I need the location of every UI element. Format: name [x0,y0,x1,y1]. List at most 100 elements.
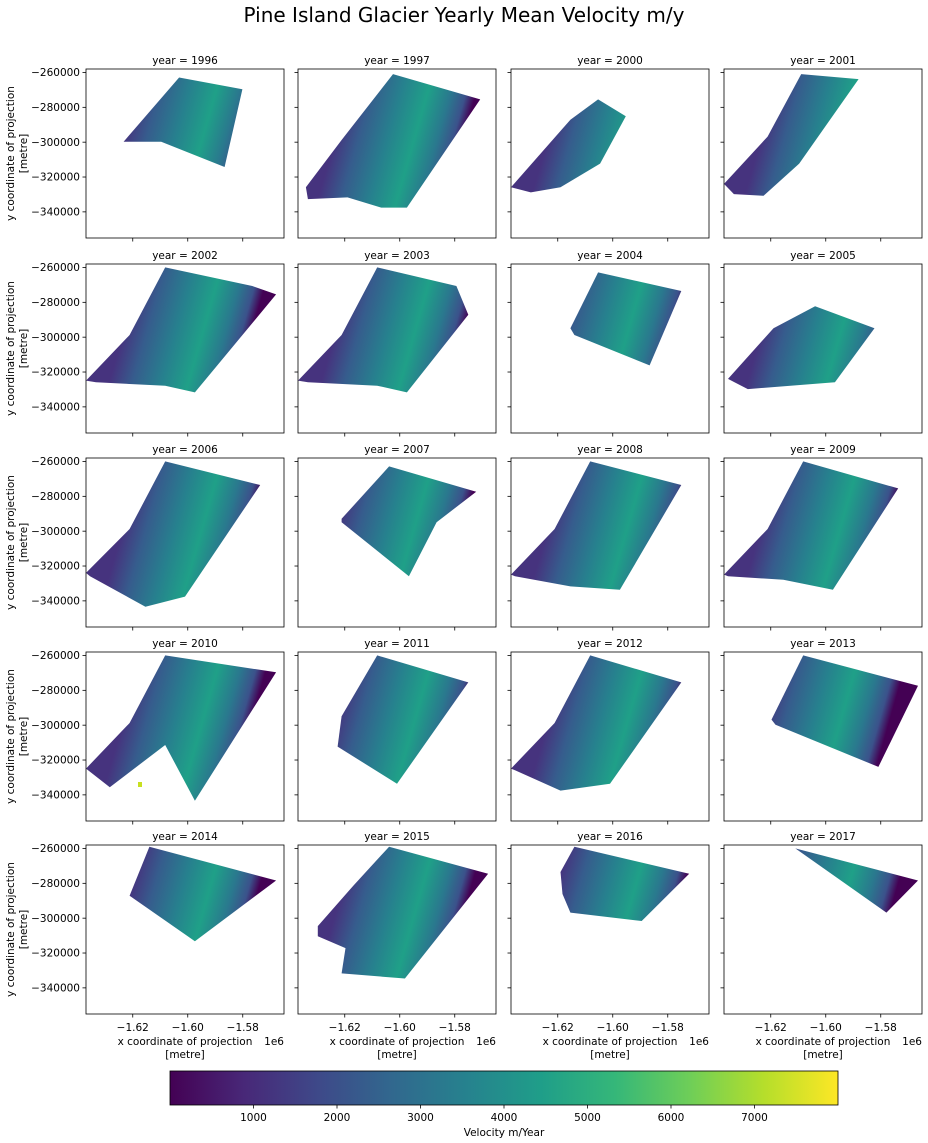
velocity-field [724,461,899,590]
y-tick-label: −320000 [31,561,80,573]
x-axis-label: x coordinate of projection [metre] [330,1036,465,1061]
x-tick-label: −1.60 [810,1022,842,1034]
axes-frame [510,651,710,822]
velocity-field [570,272,682,366]
facet-grid: year = 1996 −260000 −280000 −300000 −320000 −… [5,55,923,1061]
y-tick-label: −280000 [31,491,80,503]
y-tick-label: −260000 [31,650,80,662]
axes-frame [723,844,923,1015]
y-tick-label: −280000 [31,297,80,309]
y-tick-label: −320000 [31,172,80,184]
velocity-field [724,74,859,196]
x-tick-label: −1.58 [227,1022,259,1034]
y-tick-label: −340000 [31,206,80,218]
velocity-field [771,655,918,767]
x-offset-label: 1e6 [264,1036,284,1048]
axes-frame [85,844,285,1015]
velocity-field [317,846,489,979]
x-tick-label: −1.60 [597,1022,629,1034]
axes-frame [297,457,497,628]
y-tick-label: −320000 [31,367,80,379]
y-axis-label: y coordinate of projection[metre] [5,86,30,221]
facet-title: year = 1996 [152,55,218,67]
y-tick-label: −260000 [31,67,80,79]
facet-panel: year = 2005 [720,250,923,437]
colorbar-tick-label: 1000 [240,1112,267,1124]
facet-title: year = 2012 [577,638,643,650]
velocity-field [795,848,918,913]
facet-title: year = 2009 [790,444,856,456]
facet-title: year = 2010 [152,638,218,650]
facet-panel: year = 2014 −260000 −280000 −300000 −320000 −… [5,831,285,1061]
facet-panel: year = 2016 −1.62 −1.60 −1.58 x coordinate o… [507,831,710,1061]
facet-panel: year = 2004 [507,250,710,437]
facet-panel: year = 2006 −260000 −280000 −300000 −320000 −… [5,444,285,631]
x-tick-label: −1.62 [755,1022,787,1034]
x-offset-label: 1e6 [476,1036,496,1048]
facet-panel: year = 2000 [507,55,710,242]
facet-panel: year = 2017 −1.62 −1.60 −1.58 x coordinate o… [720,831,923,1061]
velocity-field [341,466,477,577]
x-offset-label: 1e6 [689,1036,709,1048]
x-axis-label: x coordinate of projection [metre] [756,1036,891,1061]
facet-title: year = 2013 [790,638,856,650]
y-tick-label: −260000 [31,843,80,855]
y-tick-label: −260000 [31,262,80,274]
axes-frame [510,263,710,434]
facet-title: year = 2011 [364,638,430,650]
facet-title: year = 2008 [577,444,643,456]
colorbar-tick-label: 4000 [491,1112,518,1124]
y-tick-label: −340000 [31,982,80,994]
colorbar-tick-label: 3000 [407,1112,434,1124]
facet-panel: year = 2012 [507,638,710,825]
facet-panel: year = 2013 [720,638,923,825]
y-tick-label: −340000 [31,401,80,413]
colorbar-tick-label: 5000 [574,1112,601,1124]
y-axis-label: y coordinate of projection[metre] [5,281,30,416]
y-tick-label: −300000 [31,526,80,538]
x-tick-label: −1.58 [865,1022,897,1034]
axes-frame [297,68,497,239]
facet-panel: year = 2009 [720,444,923,631]
colorbar: 1000 2000 3000 4000 5000 6000 7000 Velocity m/Y… [169,1070,839,1139]
axes-frame [723,68,923,239]
facet-title: year = 2006 [152,444,218,456]
facet-panel: year = 2015 −1.62 −1.60 −1.58 x coordinate o… [294,831,497,1061]
velocity-field [298,267,469,393]
velocity-field [337,655,469,784]
velocity-field [86,655,277,801]
axes-frame [85,457,285,628]
x-tick-label: −1.58 [652,1022,684,1034]
outlier-pixel [138,782,142,787]
axes-frame [510,844,710,1015]
facet-panel: year = 2001 [720,55,923,242]
axes-frame [85,651,285,822]
axes-frame [723,651,923,822]
facet-title: year = 2017 [790,831,856,843]
facet-title: year = 2000 [577,55,643,67]
y-tick-label: −300000 [31,137,80,149]
facet-title: year = 2014 [152,831,218,843]
velocity-field [728,306,875,390]
facet-title: year = 2003 [364,250,430,262]
facet-title: year = 2007 [364,444,430,456]
facet-title: year = 2015 [364,831,430,843]
chart-title: Pine Island Glacier Yearly Mean Velocity… [244,3,685,27]
y-axis-label: y coordinate of projection[metre] [5,862,30,997]
colorbar-tick-label: 7000 [741,1112,768,1124]
facet-panel: year = 2010 −260000 −280000 −300000 −320000 −… [5,638,285,825]
x-axis-label: x coordinate of projection [metre] [543,1036,678,1061]
facet-panel: year = 2002 −260000 −280000 −300000 −320000 −… [5,250,285,437]
facet-panel: year = 2007 [294,444,497,631]
velocity-field [86,267,277,393]
colorbar-label: Velocity m/Year [464,1127,545,1139]
colorbar-tick-label: 6000 [658,1112,685,1124]
facet-title: year = 2005 [790,250,856,262]
axes-frame [297,263,497,434]
y-tick-label: −300000 [31,720,80,732]
axes-frame [85,263,285,434]
y-tick-label: −340000 [31,789,80,801]
velocity-field [129,846,277,942]
velocity-field [560,846,690,921]
velocity-field [511,99,626,193]
